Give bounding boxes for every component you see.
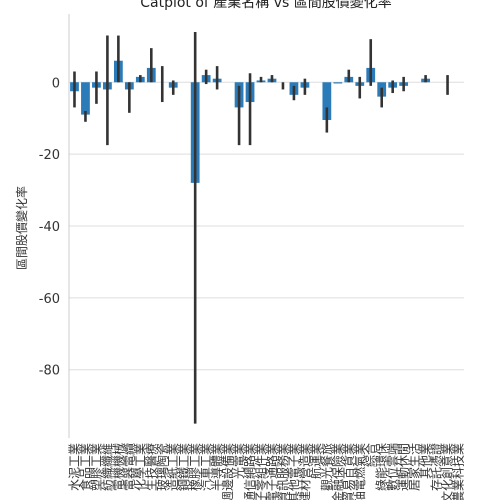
x-tick-label: 玻璃陶瓷 <box>154 443 169 491</box>
x-tick-label: 通信網路業 <box>242 443 257 500</box>
x-tick-label: 其他電子業 <box>287 443 301 500</box>
x-tick-labels: 水泥工業食品工業塑膠工業紡織纖維電機機械電器電纜化學工業生技醫療玻璃陶瓷造紙工業… <box>67 443 465 500</box>
x-tick-label: 鋼鐵工業 <box>176 443 191 491</box>
x-tick-label: 電器電纜 <box>122 443 136 491</box>
x-tick-label: 金融保險業 <box>330 443 345 500</box>
x-tick-label: 觀光餐旅 <box>319 443 334 491</box>
y-tick-label: -80 <box>39 364 60 379</box>
bar <box>81 82 90 115</box>
x-tick-label: 食品工業 <box>77 443 92 491</box>
x-tick-label: 貿易百貨業 <box>341 443 356 500</box>
x-tick-label: 農業科技業 <box>452 443 466 500</box>
x-tick-label: 文化創意業 <box>440 443 455 500</box>
x-tick-label: 電腦及週邊設備業 <box>220 443 235 500</box>
x-tick-label: 紡織纖維 <box>99 443 114 491</box>
x-tick-label: 居家生活 <box>407 443 422 491</box>
x-tick-label: 綜合 <box>363 443 378 467</box>
x-tick-label: 化學工業 <box>133 443 147 491</box>
x-tick-label: 電子通路業 <box>264 443 279 500</box>
x-tick-label: 塑膠工業 <box>88 443 103 491</box>
x-tick-label: 其他業 <box>419 443 433 479</box>
y-tick-label: -20 <box>39 148 60 163</box>
chart-title: Catplot of 產業名稱 vs 區間股價變化率 <box>140 0 392 11</box>
x-tick-label: 油電燃氣業 <box>352 443 367 500</box>
x-tick-label: 數位雲端 <box>385 443 400 491</box>
y-tick-label: -40 <box>39 220 60 235</box>
x-tick-label: 半導體業 <box>210 443 224 491</box>
x-tick-label: 綠能環保 <box>375 443 389 491</box>
gridlines <box>69 81 464 371</box>
bar <box>333 82 343 84</box>
x-tick-label: 水泥工業 <box>67 443 81 491</box>
x-tick-label: 電子零組件業 <box>254 443 268 500</box>
bar <box>322 82 332 120</box>
y-tick-label: 0 <box>52 76 60 91</box>
x-tick-label: 造紙工業 <box>165 443 180 491</box>
error-bars <box>73 31 449 424</box>
x-tick-label: 橡膠工業 <box>188 443 202 491</box>
y-axis-title: 區間股價變化率 <box>14 186 29 270</box>
y-tick-labels: 0 -20 -40 -60 -80 <box>39 76 60 378</box>
x-tick-label: 光電業 <box>232 443 246 479</box>
x-tick-label: 航運業 <box>308 443 323 479</box>
x-tick-label: 汽車工業 <box>198 443 213 491</box>
x-tick-label: 存託憑證 <box>429 443 444 491</box>
x-tick-label: 電機機械 <box>110 443 125 491</box>
x-tick-label: 生技醫療 <box>144 443 158 491</box>
x-tick-label: 運動休閒 <box>397 443 411 491</box>
x-tick-label: 資訊服務業 <box>275 443 290 500</box>
x-tick-label: 建材營造業 <box>298 443 312 500</box>
y-tick-label: -60 <box>39 292 60 307</box>
